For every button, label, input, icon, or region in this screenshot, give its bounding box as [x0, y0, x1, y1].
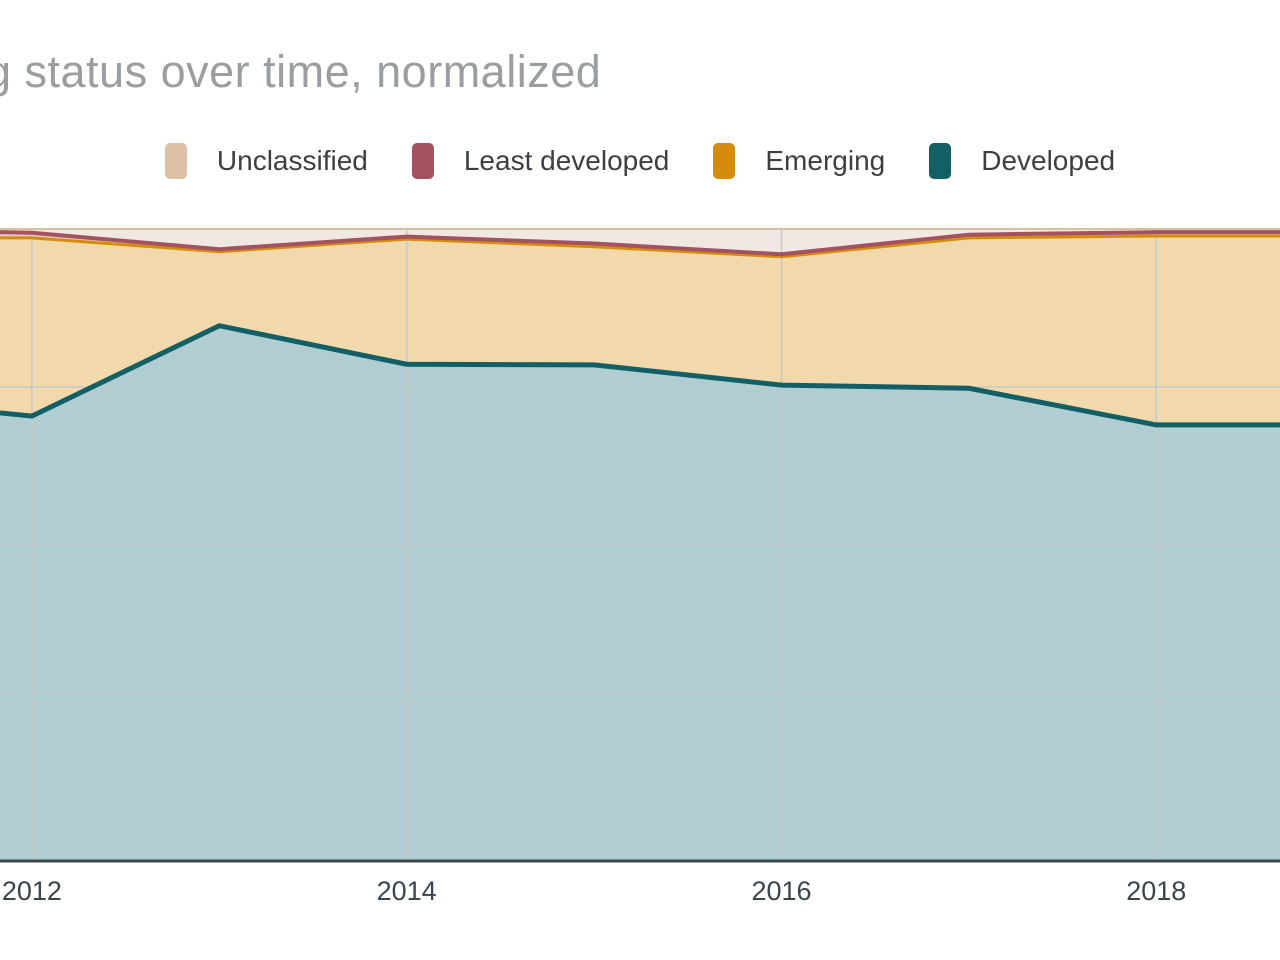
- legend-item-developed[interactable]: Developed: [929, 143, 1115, 179]
- legend-item-unclassified[interactable]: Unclassified: [164, 143, 368, 179]
- x-axis-label: 2012: [1, 876, 62, 906]
- x-axis-label: 2016: [751, 876, 812, 906]
- legend-item-least-developed[interactable]: Least developed: [411, 143, 670, 179]
- area-emerging: [0, 235, 1280, 425]
- legend-label: Developed: [981, 145, 1116, 176]
- chart-title: g status over time, normalized: [0, 46, 602, 97]
- legend-label: Unclassified: [216, 145, 368, 176]
- legend-swatch-icon: [929, 143, 952, 179]
- line-emerging: [0, 234, 1280, 259]
- legend-swatch-icon: [411, 143, 434, 179]
- x-axis-label: 2014: [376, 876, 437, 906]
- legend: Unclassified Least developed Emerging Devel…: [0, 143, 1280, 179]
- legend-swatch-icon: [713, 143, 736, 179]
- legend-swatch-icon: [164, 143, 187, 179]
- legend-label: Least developed: [463, 145, 670, 176]
- line-least-developed: [0, 230, 1280, 257]
- x-axis-label: 2018: [1126, 876, 1187, 906]
- area-developed: [0, 325, 1280, 861]
- legend-item-emerging[interactable]: Emerging: [713, 143, 885, 179]
- line-developed: [0, 323, 1280, 428]
- legend-label: Emerging: [765, 145, 886, 176]
